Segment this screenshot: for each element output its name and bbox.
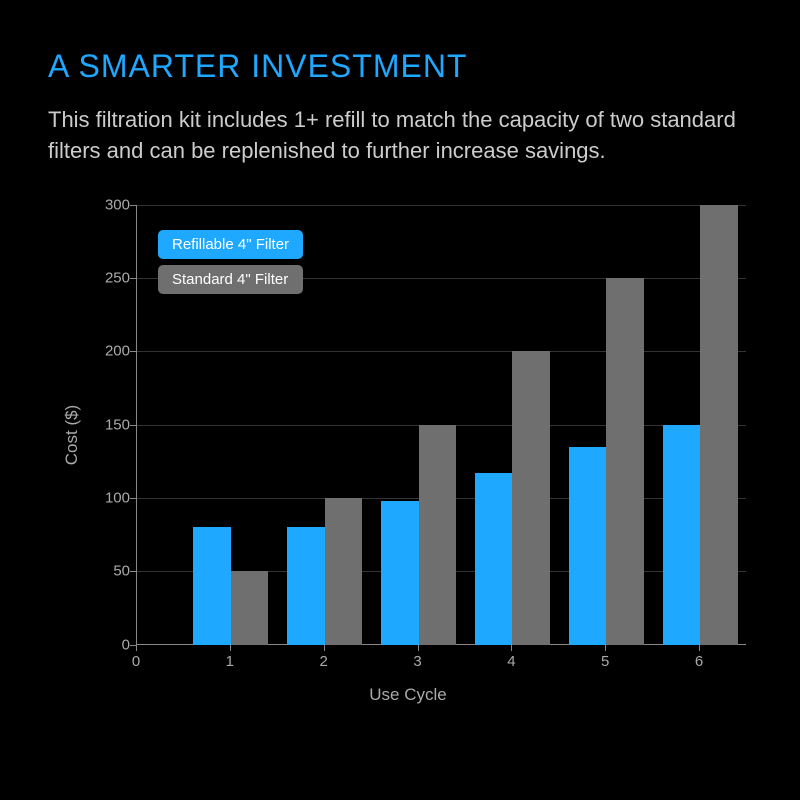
y-axis-label: Cost ($) [62, 404, 82, 464]
y-tick-label: 250 [80, 269, 130, 286]
y-tick-label: 150 [80, 416, 130, 433]
x-tick-label: 6 [695, 653, 703, 670]
y-tick-label: 50 [80, 563, 130, 580]
bar [381, 501, 419, 645]
cost-bar-chart: 0 50 100 150 200 250 300 0 1 2 3 4 5 6 Cost ($) Use … [58, 195, 758, 715]
x-tick-label: 0 [132, 653, 140, 670]
y-tick-label: 100 [80, 489, 130, 506]
y-tick-label: 200 [80, 343, 130, 360]
bar [606, 278, 644, 645]
x-tick-label: 5 [601, 653, 609, 670]
bar [193, 527, 231, 644]
y-tick-label: 300 [80, 196, 130, 213]
legend-item: Standard 4" Filter [158, 265, 303, 294]
bar [419, 425, 457, 645]
bar [475, 473, 513, 645]
page-title: A SMARTER INVESTMENT [48, 48, 752, 85]
bar [287, 527, 325, 644]
bar [663, 425, 701, 645]
bar [231, 571, 269, 644]
bar [569, 447, 607, 645]
description-text: This filtration kit includes 1+ refill t… [48, 105, 752, 167]
bar [700, 205, 738, 645]
chart-legend: Refillable 4" Filter Standard 4" Filter [158, 230, 303, 294]
x-tick-label: 2 [320, 653, 328, 670]
bar [325, 498, 363, 645]
x-tick-label: 1 [226, 653, 234, 670]
bar [512, 351, 550, 644]
x-tick-label: 3 [413, 653, 421, 670]
x-axis-label: Use Cycle [369, 685, 446, 705]
x-tick-label: 4 [507, 653, 515, 670]
y-tick-label: 0 [80, 636, 130, 653]
legend-item: Refillable 4" Filter [158, 230, 303, 259]
